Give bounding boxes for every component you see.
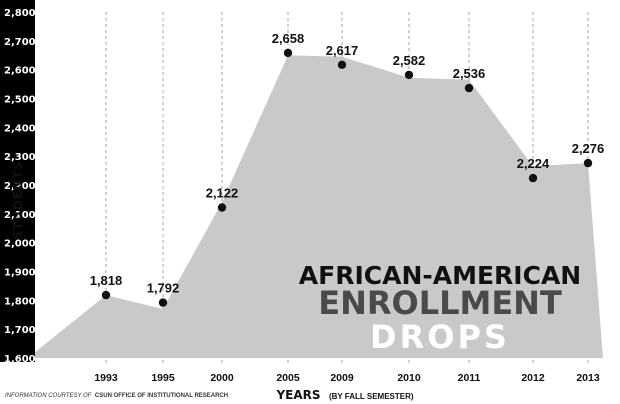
source-credit-name: CSUN OFFICE OF INSTITUTIONAL RESEARCH	[95, 393, 228, 399]
data-point-2013	[583, 158, 593, 168]
data-label-2009: 2,617	[326, 43, 359, 58]
data-point-1993	[101, 290, 111, 300]
data-point-1995	[158, 298, 168, 307]
x-axis-title-note: (BY FALL SEMESTER)	[329, 392, 414, 401]
data-label-2011: 2,536	[453, 66, 486, 81]
y-tick-label: 1,600	[4, 354, 36, 365]
data-point-2000	[217, 203, 227, 212]
data-point-2011	[464, 83, 474, 93]
data-labels: 1,818 1,792 2,122 2,658 2,617 2,582 2,536 2,224…	[90, 31, 605, 296]
y-axis-band	[0, 0, 35, 362]
x-tick-label: 1993	[94, 372, 118, 384]
data-point-2005	[283, 48, 293, 58]
source-credit: INFORMATION COURTESY OF CSUN OFFICE OF I…	[5, 393, 228, 399]
y-tick-label: 2,300	[4, 152, 36, 163]
data-point-2012	[528, 173, 538, 183]
x-axis-title-main: YEARS	[275, 388, 320, 402]
data-label-2010: 2,582	[393, 53, 426, 68]
source-credit-prefix: INFORMATION COURTESY OF	[5, 393, 92, 399]
y-tick-label: 1,900	[4, 268, 36, 279]
x-tick-label: 2005	[276, 372, 300, 384]
x-tick-label: 2009	[330, 372, 354, 384]
y-tick-label: 2,600	[4, 66, 36, 77]
y-tick-label: 2,700	[4, 37, 36, 48]
title-line-2: ENROLLMENT	[318, 284, 562, 322]
y-axis-title: STUDENTS	[11, 160, 25, 240]
data-label-2000: 2,122	[206, 186, 239, 201]
data-label-1993: 1,818	[90, 273, 123, 288]
x-tick-label: 2011	[458, 372, 481, 384]
x-tick-label: 1995	[151, 372, 175, 384]
y-tick-label: 2,000	[4, 239, 36, 250]
y-tick-label: 2,200	[4, 181, 36, 192]
data-point-2010	[404, 70, 414, 80]
data-label-2012: 2,224	[517, 156, 550, 171]
data-label-2013: 2,276	[572, 141, 605, 156]
x-axis-title: YEARS (BY FALL SEMESTER)	[275, 386, 413, 403]
data-point-2009	[337, 60, 347, 69]
title-line-1: AFRICAN-AMERICAN	[299, 261, 581, 290]
y-tick-label: 1,800	[4, 296, 36, 307]
y-tick-label: 2,800	[4, 8, 36, 19]
enrollment-area	[35, 55, 603, 359]
x-tick-label: 2013	[576, 372, 600, 384]
y-tick-label: 2,500	[4, 95, 36, 106]
y-axis-ticks: 1,600 1,700 1,800 1,900 2,000 2,100 2,200 2,300…	[4, 8, 36, 365]
x-tick-label: 2010	[397, 372, 421, 384]
title-line-3: DROPS	[370, 318, 510, 356]
data-markers	[101, 48, 593, 307]
y-tick-label: 2,100	[4, 210, 36, 221]
y-tick-label: 1,700	[4, 325, 36, 336]
data-label-2005: 2,658	[272, 31, 305, 46]
x-tick-label: 2000	[210, 372, 234, 384]
y-tick-label: 2,400	[4, 123, 36, 134]
x-axis-ticks: 1993 1995 2000 2005 2009 2010 2011 2012 2013	[94, 372, 600, 384]
x-tick-label: 2012	[521, 372, 545, 384]
data-label-1995: 1,792	[147, 281, 180, 296]
